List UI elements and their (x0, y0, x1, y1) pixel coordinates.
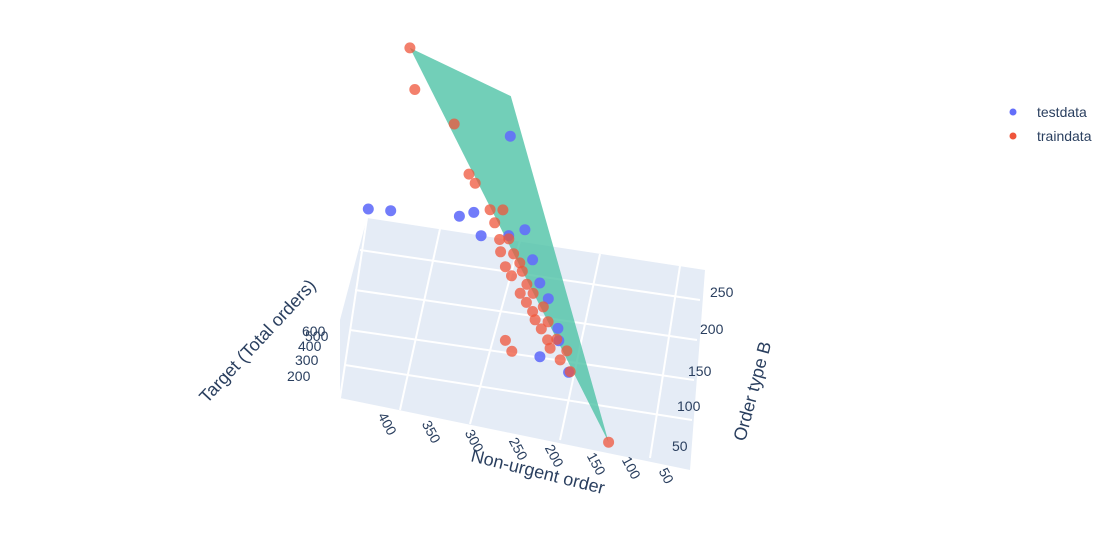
point-traindata[interactable] (535, 323, 547, 335)
point-testdata[interactable] (385, 205, 397, 217)
point-testdata[interactable] (534, 351, 546, 363)
point-traindata[interactable] (529, 314, 541, 326)
point-testdata[interactable] (475, 230, 487, 242)
x-tick-label: 400 (375, 410, 400, 438)
point-testdata[interactable] (468, 206, 480, 218)
point-traindata[interactable] (503, 233, 515, 245)
point-traindata[interactable] (542, 316, 554, 328)
point-traindata[interactable] (554, 354, 566, 366)
y-tick-label: 150 (688, 363, 712, 379)
grid-line (649, 265, 681, 459)
legend[interactable]: testdata traindata (1009, 104, 1092, 144)
point-traindata[interactable] (514, 287, 526, 299)
point-testdata[interactable] (534, 277, 546, 289)
grid-line (344, 364, 693, 421)
x-tick-label: 50 (656, 465, 678, 486)
point-traindata[interactable] (489, 217, 501, 229)
grid-line (339, 217, 368, 399)
scene-3d[interactable]: 400 350 300 250 200 150 100 5050100150200250200… (287, 42, 734, 486)
point-traindata[interactable] (506, 345, 518, 357)
y-axis-title: Order type B (730, 339, 776, 443)
legend-item-traindata[interactable]: traindata (1009, 128, 1092, 144)
legend-marker-testdata (1009, 108, 1017, 116)
point-traindata[interactable] (521, 278, 533, 290)
point-traindata[interactable] (537, 301, 549, 313)
point-traindata[interactable] (409, 84, 421, 95)
point-testdata[interactable] (362, 203, 374, 215)
point-traindata[interactable] (527, 306, 539, 317)
point-traindata[interactable] (463, 168, 475, 180)
point-traindata[interactable] (603, 436, 615, 448)
z-tick-label: 600 (302, 323, 326, 339)
point-traindata[interactable] (469, 177, 481, 189)
point-traindata[interactable] (484, 204, 496, 216)
point-traindata[interactable] (495, 246, 507, 258)
point-traindata[interactable] (499, 261, 511, 273)
y-tick-label: 100 (677, 398, 701, 414)
point-testdata[interactable] (527, 254, 539, 266)
grid-line (399, 228, 441, 411)
point-traindata[interactable] (527, 287, 539, 299)
point-traindata[interactable] (544, 342, 556, 354)
point-traindata[interactable] (499, 334, 511, 346)
point-testdata[interactable] (519, 224, 531, 236)
point-traindata[interactable] (448, 118, 460, 130)
legend-label-traindata: traindata (1037, 128, 1092, 144)
z-tick-label: 300 (295, 352, 319, 368)
legend-item-testdata[interactable]: testdata (1009, 104, 1088, 120)
y-tick-label: 50 (672, 438, 688, 454)
point-testdata[interactable] (453, 210, 465, 222)
point-traindata[interactable] (497, 204, 509, 216)
point-traindata[interactable] (516, 265, 528, 277)
x-axis-title: Non-urgent order (469, 445, 607, 498)
point-traindata[interactable] (551, 333, 563, 345)
point-traindata[interactable] (404, 42, 416, 54)
point-traindata[interactable] (514, 257, 526, 269)
series-traindata[interactable] (404, 42, 615, 448)
legend-label-testdata: testdata (1037, 104, 1087, 120)
data-points[interactable] (362, 42, 615, 448)
point-testdata[interactable] (542, 293, 554, 305)
y-tick-label: 250 (710, 284, 734, 300)
z-tick-label: 400 (298, 338, 322, 354)
legend-marker-traindata (1009, 132, 1017, 140)
z-tick-label: 500 (305, 328, 329, 344)
point-traindata[interactable] (506, 270, 517, 282)
x-tick-label: 350 (419, 418, 444, 446)
grid-line (349, 329, 695, 381)
z-tick-label: 200 (287, 368, 311, 384)
point-testdata[interactable] (504, 130, 516, 142)
point-traindata[interactable] (508, 248, 520, 260)
point-traindata[interactable] (564, 366, 576, 378)
grid-line (354, 289, 698, 341)
point-traindata[interactable] (520, 296, 532, 308)
point-testdata[interactable] (552, 322, 564, 334)
point-traindata[interactable] (542, 334, 554, 346)
y-tick-label: 200 (700, 321, 724, 337)
point-traindata[interactable] (494, 234, 506, 245)
point-traindata[interactable] (561, 345, 573, 357)
